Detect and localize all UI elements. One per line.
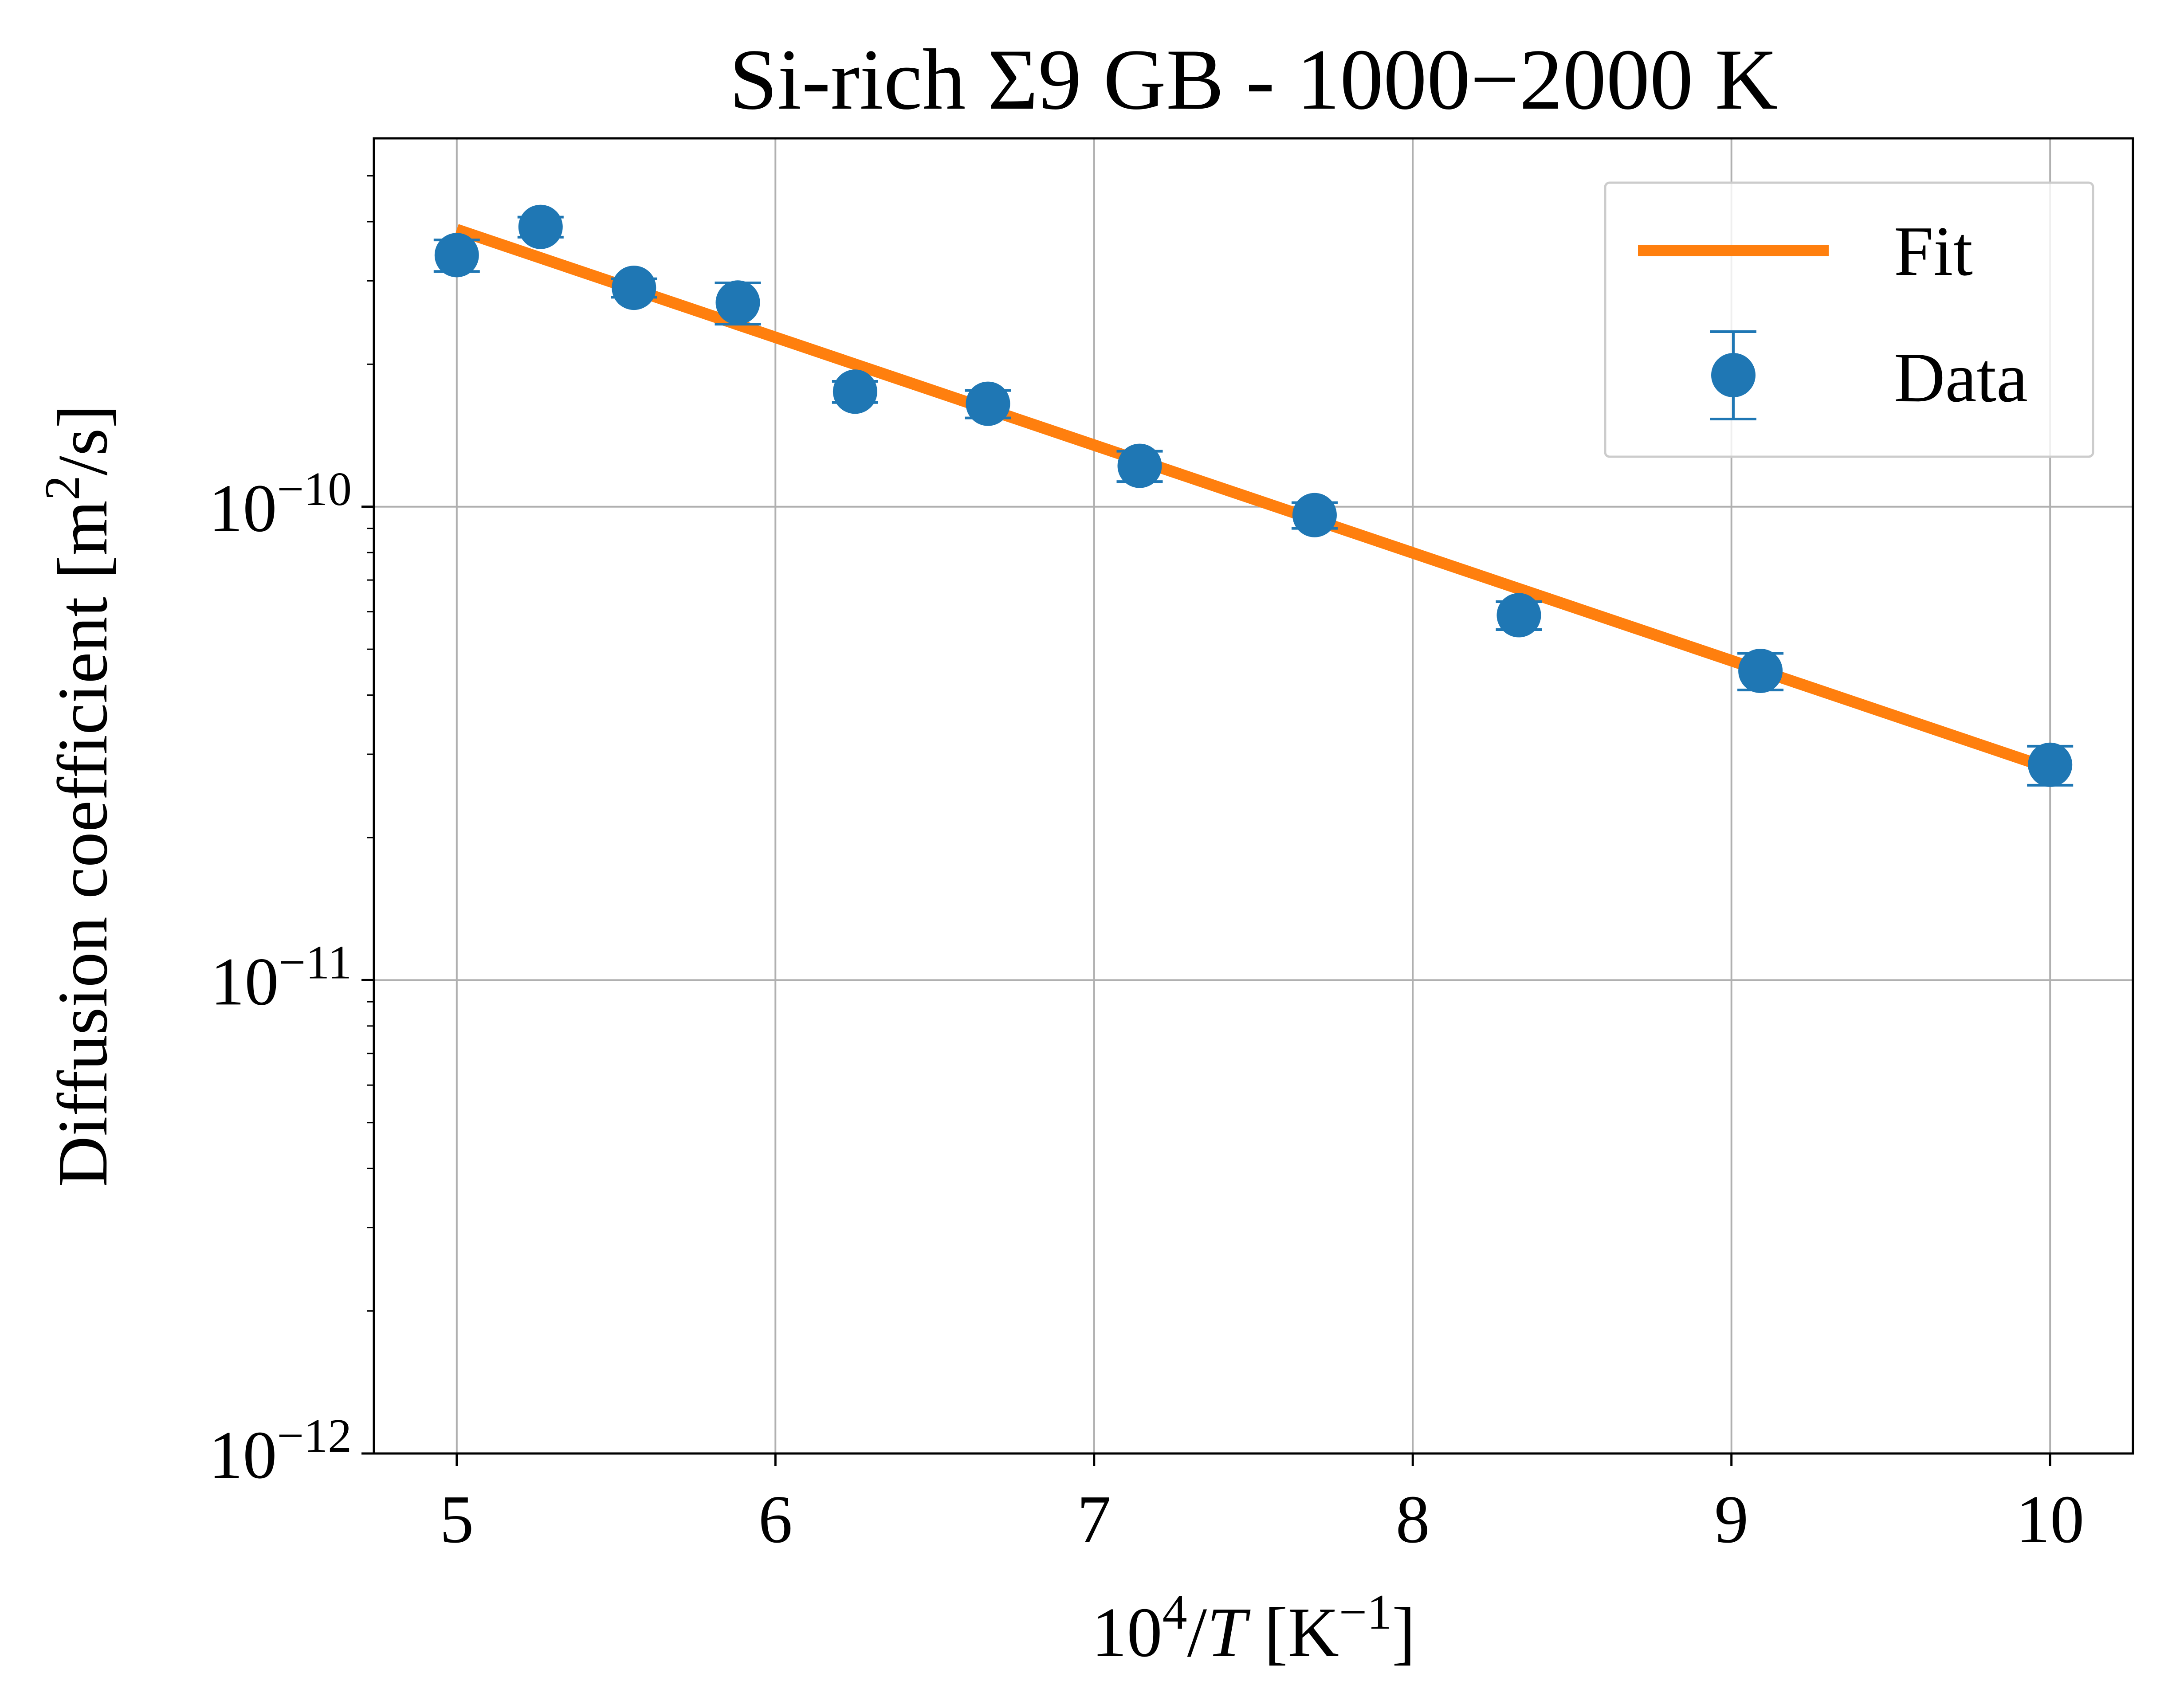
data-point [832,369,878,414]
data-point [611,266,657,310]
x-tick-label: 8 [1396,1482,1430,1557]
y-tick-label: 10−10 [208,462,352,546]
data-marker [1292,493,1337,537]
x-tick-label: 6 [758,1482,793,1557]
legend-fit-label: Fit [1894,212,1973,290]
chart-title: Si-rich Σ9 GB - 1000−2000 K [729,31,1778,128]
x-tick-label: 9 [1714,1482,1748,1557]
data-marker [833,369,877,414]
x-tick-label: 7 [1077,1482,1111,1557]
data-point [715,280,761,326]
data-marker [612,266,656,310]
legend-data-label: Data [1894,338,2028,417]
data-point [965,381,1011,426]
data-marker [1738,649,1783,693]
data-point [1116,443,1163,488]
fit-series [455,224,2052,774]
data-point [1496,593,1542,638]
legend-data-marker [1711,353,1756,397]
y-axis-label: Diffusion coefficient [m2/s] [35,404,122,1187]
x-axis: 5 6 7 8 9 10 [440,1453,2084,1557]
data-marker [434,233,479,278]
x-tick-label: 5 [440,1482,474,1557]
data-point [2027,742,2074,787]
data-point [1737,649,1784,693]
y-tick-label: 10−12 [208,1410,352,1493]
data-marker [715,280,760,325]
data-marker [1117,443,1162,488]
data-point [433,233,480,278]
data-point [1291,493,1338,537]
x-tick-label: 10 [2016,1482,2084,1557]
plot-frame [373,137,2134,1455]
data-marker [1496,593,1541,638]
legend: Fit Data [1604,181,2094,458]
data-marker [518,204,563,249]
fit-line [455,224,2052,774]
y-tick-label: 10−11 [210,936,352,1020]
x-axis-label: 104/T [K−1] [1092,1585,1416,1672]
y-axis: 10−12 10−11 10−10 [208,175,374,1493]
data-marker [966,381,1010,426]
data-marker [2028,742,2073,787]
data-point [517,204,564,249]
data-series [433,204,2074,787]
